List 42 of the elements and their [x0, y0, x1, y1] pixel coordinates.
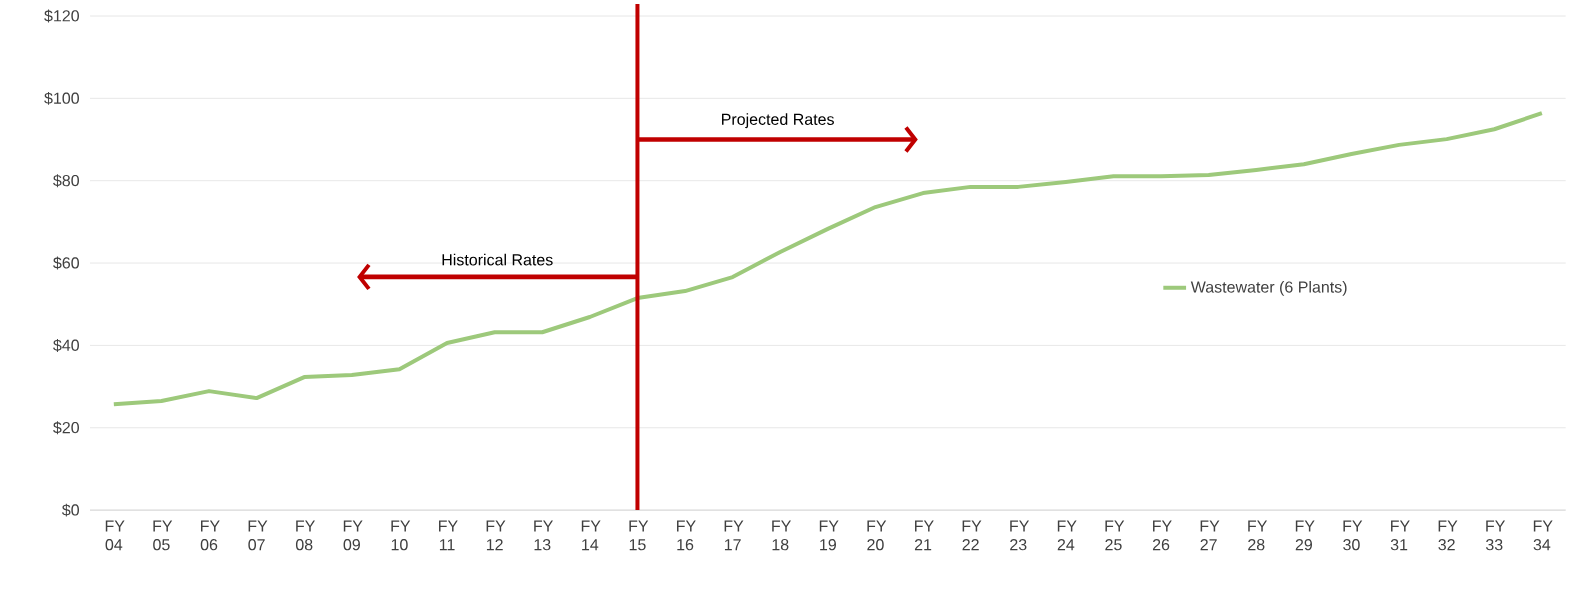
- x-tick-label: FY 09: [343, 520, 363, 551]
- annotation: Historical Rates: [442, 253, 553, 266]
- x-tick-label: FY 13: [534, 520, 553, 551]
- y-tick-label: $60: [53, 256, 79, 270]
- x-tick-label: FY 11: [439, 520, 458, 551]
- x-tick-label: FY 19: [819, 520, 839, 551]
- x-tick-label: FY 29: [1295, 520, 1315, 551]
- x-tick-label: FY 07: [248, 520, 268, 551]
- annotation: Projected Rates: [722, 113, 834, 129]
- x-tick-label: FY 04: [105, 520, 125, 551]
- x-tick-label: FY 31: [1390, 520, 1410, 551]
- x-tick-label: FY 26: [1152, 520, 1172, 551]
- x-tick-label: FY 17: [724, 520, 744, 551]
- x-tick-label: FY 23: [1010, 520, 1030, 551]
- x-tick-label: FY 20: [867, 520, 887, 551]
- x-tick-label: FY 27: [1200, 520, 1220, 551]
- x-tick-label: FY 28: [1248, 520, 1268, 551]
- x-tick-label: FY 22: [962, 520, 982, 551]
- x-tick-label: FY 08: [295, 520, 315, 551]
- x-tick-label: FY 10: [391, 520, 411, 551]
- x-tick-label: FY 30: [1343, 520, 1363, 551]
- y-tick-label: $40: [53, 338, 79, 352]
- x-tick-label: FY 15: [629, 520, 649, 551]
- x-tick-label: FY 12: [486, 520, 506, 551]
- x-tick-label: FY 16: [677, 520, 696, 551]
- y-tick-label: $120: [44, 9, 79, 23]
- x-tick-label: FY 06: [200, 520, 220, 551]
- x-tick-label: FY 32: [1438, 520, 1458, 551]
- x-tick-label: FY 24: [1057, 520, 1077, 551]
- x-tick-label: FY 33: [1485, 520, 1506, 551]
- x-tick-label: FY 34: [1533, 520, 1553, 551]
- line-series: [111, 111, 1544, 407]
- x-tick-label: FY 18: [772, 520, 791, 551]
- y-tick-label: $100: [44, 91, 79, 105]
- y-tick-label: $20: [53, 421, 79, 435]
- legend-label: Wastewater (6 Plants): [1190, 280, 1347, 296]
- x-tick-label: FY 25: [1105, 520, 1125, 551]
- y-tick-label: $0: [61, 503, 79, 517]
- x-tick-label: FY 21: [914, 520, 934, 551]
- y-tick-label: $80: [53, 174, 79, 188]
- x-tick-label: FY 14: [581, 520, 601, 551]
- x-tick-label: FY 05: [153, 520, 173, 551]
